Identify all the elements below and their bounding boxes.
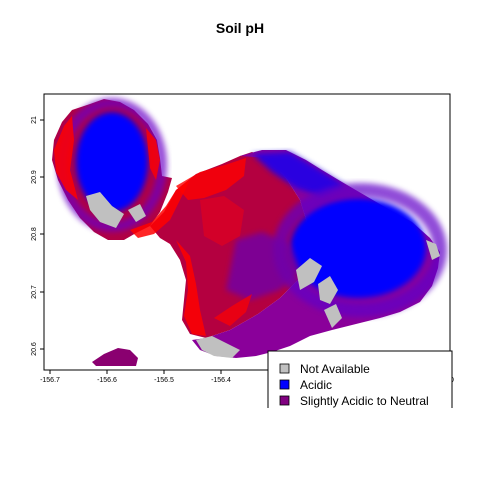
legend-label-not-available: Not Available: [300, 362, 370, 376]
red-zone-west-coast: [54, 116, 78, 200]
x-tick-label: -156.4: [211, 377, 231, 384]
y-axis: 20.6 20.7 20.8 20.9 21: [31, 116, 44, 356]
x-tick-label: -156.5: [154, 377, 174, 384]
y-tick-label: 20.9: [31, 170, 38, 184]
acidic-zone-north-slope: [252, 152, 346, 196]
map-layer: [52, 98, 447, 366]
x-tick-label: -156.6: [97, 377, 117, 384]
red-zone-south-slope: [214, 294, 252, 326]
x-tick-label: -156.7: [40, 377, 60, 384]
purple-zone-central: [226, 232, 300, 300]
y-tick-label: 20.7: [31, 285, 38, 299]
kahoolawe-fragment: [92, 348, 138, 366]
bottom-mask: [0, 408, 480, 480]
red-zone-isthmus-west: [176, 240, 206, 336]
na-patch-south-3: [324, 304, 342, 328]
na-patch-south-1: [296, 258, 322, 290]
y-tick-label: 21: [31, 116, 38, 124]
na-patch-south-4: [196, 336, 240, 358]
y-tick-label: 20.8: [31, 227, 38, 241]
legend-swatch-slightly-acidic: [279, 395, 290, 406]
na-patch-west-2: [128, 204, 146, 222]
legend-swatch-not-available: [279, 363, 290, 374]
na-patch-west: [86, 192, 124, 228]
na-patch-south-2: [318, 276, 338, 304]
acidic-zone-west: [76, 112, 148, 212]
na-patch-east: [426, 240, 440, 260]
red-zone-isthmus-north: [176, 158, 246, 200]
red-zone-isthmus-center: [200, 196, 244, 246]
red-zone-west-crest: [146, 128, 160, 180]
legend-swatch-acidic: [279, 379, 290, 390]
map-title: Soil pH: [215, 20, 265, 36]
acidic-zone-east: [290, 198, 426, 298]
legend-label-slightly-acidic: Slightly Acidic to Neutral: [300, 394, 429, 408]
red-zone-west-south: [130, 180, 190, 238]
plot-frame: [43, 93, 451, 371]
y-tick-label: 20.6: [31, 342, 38, 356]
legend-label-acidic: Acidic: [300, 378, 332, 392]
